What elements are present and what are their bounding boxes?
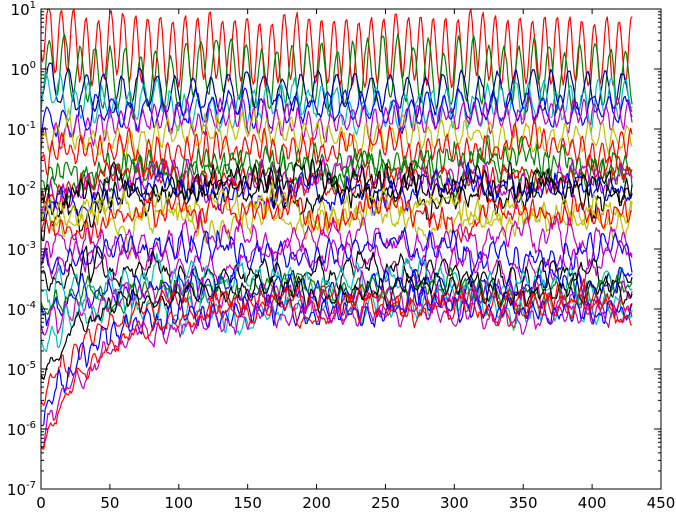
y-tick-label: 10-5 <box>7 360 36 379</box>
x-tick-label: 300 <box>440 494 469 512</box>
series-line <box>40 211 633 267</box>
series-line <box>40 119 633 178</box>
series-line <box>40 292 633 450</box>
x-tick-label: 250 <box>371 494 400 512</box>
tick-layer: 0 50 100 150 200 250 300 350 400 450 10-7 10-6 10-5 1… <box>7 0 675 512</box>
y-tick-label: 10-3 <box>7 240 36 259</box>
series-layer <box>40 8 633 450</box>
series-line <box>40 168 633 242</box>
series-line <box>40 226 633 276</box>
series-line <box>40 62 633 118</box>
y-tick-label: 10-6 <box>7 420 36 439</box>
series-line <box>40 288 633 450</box>
y-tick-label: 10-7 <box>7 480 36 499</box>
y-tick-label: 10-4 <box>7 300 36 319</box>
y-tick-label: 100 <box>11 60 36 79</box>
series-line <box>40 188 633 245</box>
series-line <box>40 73 633 136</box>
x-tick-label: 0 <box>36 494 46 512</box>
series-line <box>40 237 633 288</box>
x-tick-label: 450 <box>647 494 676 512</box>
series-line <box>40 108 633 162</box>
y-tick-label: 10-1 <box>7 120 36 139</box>
x-tick-label: 400 <box>578 494 607 512</box>
x-tick-label: 100 <box>164 494 193 512</box>
series-line <box>40 161 633 223</box>
x-tick-label: 200 <box>302 494 331 512</box>
y-tick-label: 101 <box>11 0 36 19</box>
series-line <box>40 157 633 216</box>
y-tick-label: 10-2 <box>7 180 36 199</box>
series-line <box>40 192 633 256</box>
x-tick-label: 350 <box>509 494 538 512</box>
x-tick-label: 50 <box>100 494 119 512</box>
series-line <box>40 33 633 120</box>
series-line <box>40 135 633 200</box>
x-tick-label: 150 <box>233 494 262 512</box>
